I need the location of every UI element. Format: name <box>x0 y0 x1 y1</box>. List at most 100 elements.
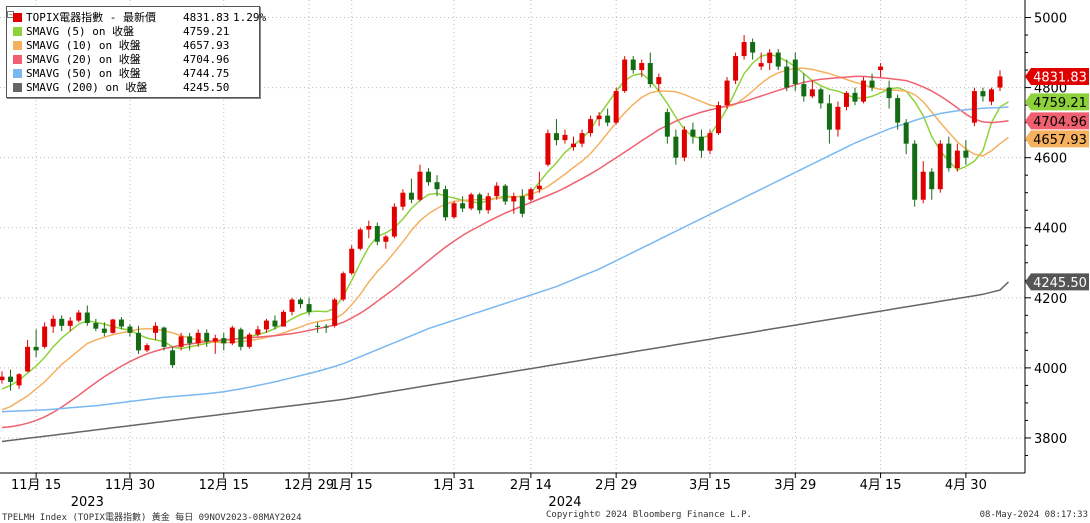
candle-body <box>903 122 909 144</box>
y-axis-ticks: 3800 4000 4200 4400 4600 4800 5000 <box>1025 12 1067 456</box>
series-line <box>1 281 1010 443</box>
candle-body <box>528 189 534 200</box>
candle-body <box>16 374 22 386</box>
candle-body <box>920 171 926 200</box>
candle-body <box>809 89 815 97</box>
value-badge <box>1025 112 1089 130</box>
candle-body <box>443 189 449 218</box>
candle-body <box>255 329 261 335</box>
value-badge-label: 4704.96 <box>1033 115 1087 130</box>
legend-swatch <box>13 27 22 36</box>
candle-body <box>263 320 269 330</box>
legend-value: 4759.21 <box>183 25 230 38</box>
candle-body <box>946 143 952 169</box>
candle-body <box>596 115 602 120</box>
legend-label: SMAVG (200) on 收盤 <box>26 81 148 94</box>
legend-swatch <box>13 55 22 64</box>
footer-right: 08-May-2024 08:17:33 <box>979 510 1088 520</box>
legend-value: 4831.83 <box>183 11 230 24</box>
candle-body <box>50 318 56 327</box>
candle-body <box>980 91 986 97</box>
y-tick-label: 5000 <box>1034 12 1067 27</box>
x-tick-label: 11月 15 <box>11 478 61 493</box>
candle-body <box>67 320 73 326</box>
candle-body <box>622 59 628 92</box>
candle-body <box>460 203 466 209</box>
candle-body <box>869 80 875 88</box>
candle-body <box>408 192 414 200</box>
candle-body <box>826 103 832 130</box>
candle-body <box>280 311 286 327</box>
candle-body <box>724 80 730 106</box>
candles <box>0 35 1003 391</box>
candle-body <box>954 150 960 169</box>
x-tick-label: 3月 29 <box>774 478 816 493</box>
candle-body <box>315 325 321 327</box>
footer-center: Copyright© 2024 Bloomberg Finance L.P. <box>546 510 752 520</box>
value-badge <box>1025 130 1089 148</box>
value-badge-label: 4759.21 <box>1033 96 1087 111</box>
candle-body <box>681 129 687 158</box>
x-tick-label: 11月 30 <box>105 478 155 493</box>
candle-body <box>698 136 704 151</box>
series-line <box>1 75 1009 429</box>
candle-body <box>613 91 619 123</box>
x-tick-label: 1月 31 <box>433 478 475 493</box>
candle-body <box>929 171 935 190</box>
candle-body <box>298 299 304 305</box>
x-tick-label: 4月 30 <box>945 478 987 493</box>
legend-swatch <box>13 83 22 92</box>
x-tick-label: 12月 15 <box>199 478 249 493</box>
x-tick-label: 2月 29 <box>595 478 637 493</box>
y-tick-label: 3800 <box>1034 432 1067 447</box>
candle-body <box>733 56 739 81</box>
candle-body <box>792 59 798 85</box>
candle-body <box>562 134 568 141</box>
candle-body <box>843 92 849 107</box>
candle-body <box>118 319 124 327</box>
legend-label: TOPIX電器指數 - 最新價 <box>26 11 156 24</box>
legend-value: 4245.50 <box>183 81 230 94</box>
candle-body <box>170 350 176 366</box>
candle-body <box>758 63 764 67</box>
candle-body <box>59 318 65 326</box>
x-year-label: 2024 <box>548 495 581 510</box>
candle-body <box>647 63 653 85</box>
candle-body <box>42 326 48 347</box>
candle-body <box>639 63 645 71</box>
y-tick-label: 4000 <box>1034 362 1067 377</box>
candle-body <box>494 185 500 197</box>
candle-body <box>238 329 244 347</box>
candle-body <box>502 185 508 202</box>
x-tick-label: 1月 15 <box>331 478 373 493</box>
legend-swatch <box>13 41 22 50</box>
value-badge-label: 4245.50 <box>1033 276 1087 291</box>
candle-body <box>801 84 807 97</box>
candle-body <box>434 182 440 190</box>
candle-body <box>135 332 141 351</box>
candle-body <box>417 171 423 200</box>
candle-body <box>571 143 577 148</box>
candle-body <box>818 89 824 104</box>
candle-body <box>101 328 107 333</box>
candle-body <box>579 133 585 144</box>
legend-change: 1.29% <box>233 11 267 24</box>
candle-body <box>878 66 884 71</box>
candle-body <box>835 106 841 130</box>
candle-body <box>588 119 594 134</box>
candle-body <box>289 299 295 312</box>
candle-body <box>212 338 218 342</box>
candle-body <box>127 326 133 333</box>
candle-body <box>84 312 90 324</box>
candle-body <box>340 273 346 300</box>
candle-body <box>741 42 747 57</box>
candle-body <box>204 332 210 342</box>
candle-body <box>195 332 201 344</box>
candle-body <box>391 206 397 237</box>
x-tick-label: 2月 14 <box>510 478 552 493</box>
candle-body <box>323 326 329 328</box>
candle-body <box>536 185 542 190</box>
legend-value: 4657.93 <box>183 39 230 52</box>
candle-body <box>468 194 474 209</box>
